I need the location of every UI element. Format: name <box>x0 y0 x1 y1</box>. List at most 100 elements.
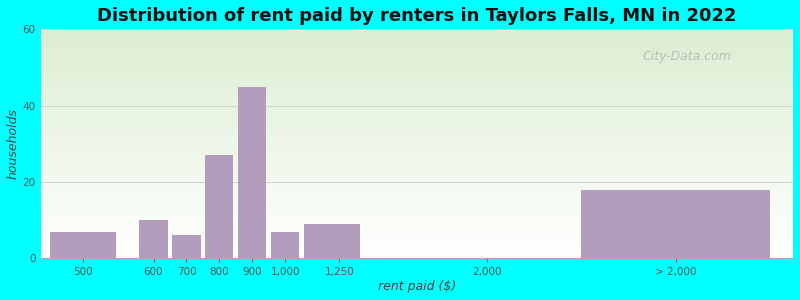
Bar <box>41 89 793 90</box>
Bar <box>41 153 793 154</box>
Bar <box>41 93 793 95</box>
Bar <box>41 37 793 38</box>
Bar <box>41 127 793 128</box>
Bar <box>41 145 793 147</box>
Bar <box>41 162 793 164</box>
Bar <box>41 136 793 138</box>
Bar <box>41 40 793 41</box>
Bar <box>206 155 234 258</box>
Bar <box>41 177 793 179</box>
Bar <box>41 124 793 125</box>
Bar <box>41 209 793 211</box>
Bar <box>41 52 793 54</box>
Bar <box>41 98 793 100</box>
Bar <box>41 170 793 171</box>
Bar <box>582 190 770 258</box>
Bar <box>41 86 793 87</box>
Bar <box>41 66 793 68</box>
Bar <box>41 232 793 234</box>
Bar <box>41 58 793 60</box>
Bar <box>41 41 793 43</box>
Bar <box>41 240 793 242</box>
Bar <box>139 220 168 258</box>
Bar <box>41 49 793 51</box>
Bar <box>41 72 793 74</box>
X-axis label: rent paid ($): rent paid ($) <box>378 280 456 293</box>
Bar <box>41 112 793 113</box>
Bar <box>41 74 793 75</box>
Bar <box>41 212 793 214</box>
Bar <box>41 228 793 229</box>
Bar <box>41 132 793 133</box>
Bar <box>41 83 793 84</box>
Bar <box>41 185 793 187</box>
Bar <box>41 254 793 255</box>
Bar <box>41 257 793 258</box>
Bar <box>41 92 793 93</box>
Bar <box>41 234 793 236</box>
Bar <box>41 237 793 238</box>
Bar <box>41 51 793 52</box>
Bar <box>41 31 793 32</box>
Bar <box>41 55 793 57</box>
Bar <box>41 194 793 196</box>
Bar <box>41 217 793 219</box>
Bar <box>41 38 793 40</box>
Bar <box>172 236 201 258</box>
Bar <box>304 224 361 258</box>
Bar <box>41 229 793 231</box>
Bar <box>41 29 793 31</box>
Bar <box>41 173 793 174</box>
Bar <box>41 205 793 206</box>
Bar <box>41 223 793 225</box>
Bar <box>41 48 793 49</box>
Bar <box>41 208 793 209</box>
Bar <box>271 232 299 258</box>
Bar <box>41 168 793 170</box>
Bar <box>41 215 793 217</box>
Bar <box>41 96 793 98</box>
Bar <box>41 144 793 145</box>
Bar <box>41 128 793 130</box>
Bar <box>41 214 793 215</box>
Bar <box>41 116 793 118</box>
Bar <box>41 34 793 35</box>
Bar <box>41 84 793 86</box>
Bar <box>41 142 793 144</box>
Bar <box>41 199 793 200</box>
Bar <box>41 115 793 116</box>
Bar <box>41 119 793 121</box>
Bar <box>41 252 793 254</box>
Bar <box>41 35 793 37</box>
Bar <box>41 158 793 159</box>
Bar <box>41 60 793 61</box>
Bar <box>41 78 793 80</box>
Bar <box>41 159 793 160</box>
Bar <box>41 203 793 205</box>
Bar <box>41 184 793 185</box>
Bar <box>41 226 793 228</box>
Bar <box>41 197 793 199</box>
Bar <box>41 110 793 112</box>
Bar <box>41 80 793 81</box>
Bar <box>41 122 793 124</box>
Bar <box>41 250 793 252</box>
Bar <box>41 243 793 244</box>
Bar <box>41 164 793 165</box>
Bar <box>41 167 793 168</box>
Bar <box>41 156 793 158</box>
Bar <box>41 244 793 246</box>
Bar <box>41 121 793 122</box>
Bar <box>41 133 793 135</box>
Bar <box>41 76 793 78</box>
Bar <box>41 64 793 66</box>
Bar <box>41 32 793 34</box>
Bar <box>41 46 793 48</box>
Bar <box>41 57 793 58</box>
Bar <box>41 176 793 177</box>
Bar <box>41 165 793 167</box>
Bar <box>41 100 793 101</box>
Bar <box>41 139 793 141</box>
Bar <box>41 75 793 76</box>
Bar <box>41 81 793 83</box>
